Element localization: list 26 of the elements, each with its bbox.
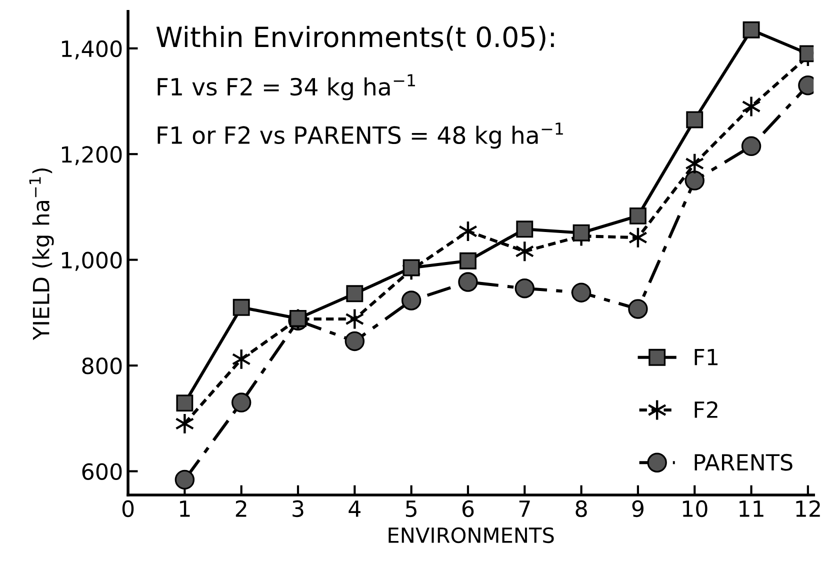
- x-tick-label: 0: [122, 500, 134, 518]
- y-tick-label: 600: [82, 463, 122, 480]
- annotation: Within Environments(t 0.05):: [156, 26, 554, 51]
- annotation: F1 vs F2 = 34 kg ha$^{−1}$: [158, 74, 415, 100]
- legend-label: F2: [694, 401, 718, 418]
- y-tick-label: 1,200: [62, 146, 122, 166]
- x-tick-label: 5: [406, 500, 416, 518]
- x-tick-label: 9: [632, 500, 644, 518]
- x-tick-label: 1: [180, 500, 190, 517]
- y-tick-label: 1,400: [62, 40, 122, 60]
- x-axis-title: ENVIRONMENTS: [388, 527, 554, 544]
- y-axis-title: YIELD (kg ha$^{−1}$): [29, 168, 54, 340]
- annotation: F1 or F2 vs PARENTS = 48 kg ha$^{−1}$: [158, 122, 563, 149]
- legend-label: F1: [694, 348, 718, 366]
- x-tick-label: 4: [348, 500, 360, 517]
- x-tick-label: 8: [576, 500, 587, 518]
- x-tick-label: 6: [462, 500, 474, 518]
- x-tick-label: 7: [519, 500, 530, 517]
- x-tick-label: 11: [740, 500, 764, 517]
- legend-label: PARENTS: [694, 454, 792, 471]
- x-tick-label: 12: [796, 500, 820, 517]
- y-tick-label: 800: [82, 357, 122, 374]
- x-tick-label: 10: [682, 500, 708, 518]
- y-tick-label: 1,000: [62, 252, 122, 271]
- x-tick-label: 2: [236, 500, 246, 517]
- x-tick-label: 3: [292, 500, 304, 518]
